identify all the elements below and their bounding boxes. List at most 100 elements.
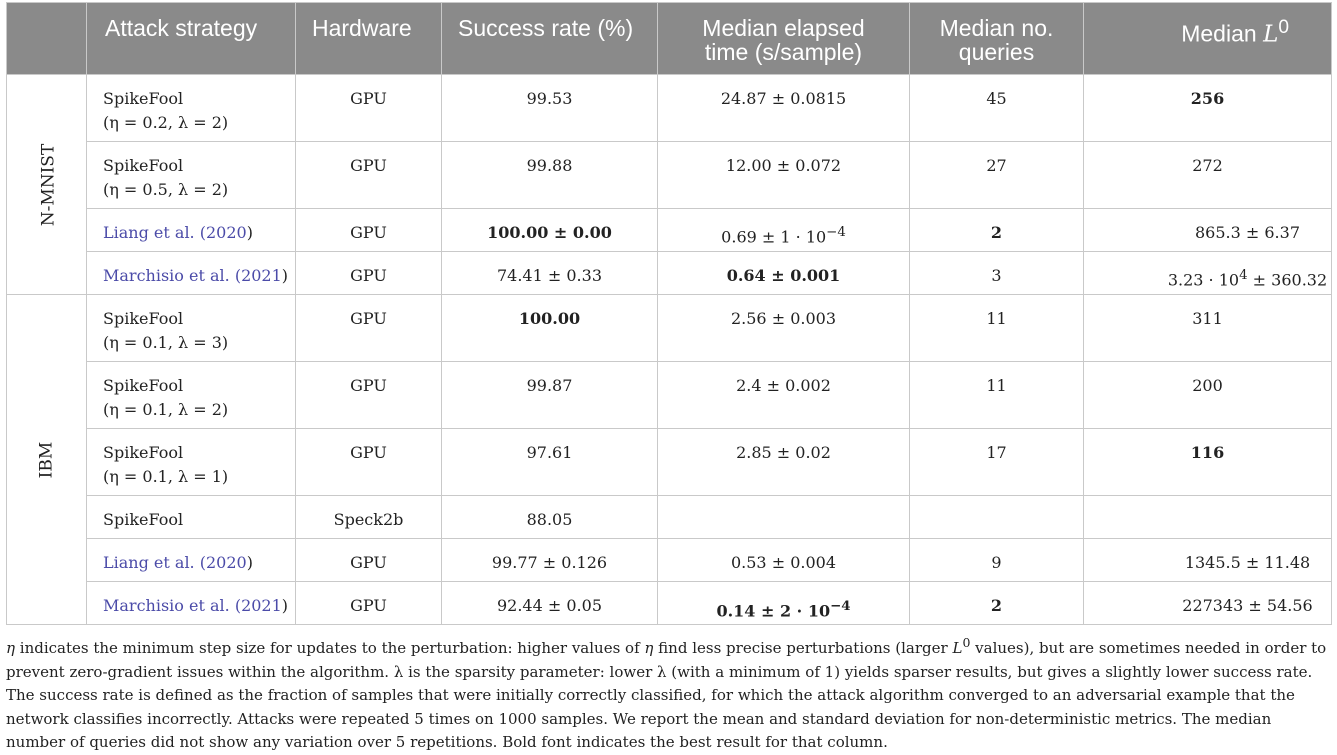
l0-cell: 256 bbox=[1083, 74, 1332, 142]
time-exp: −4 bbox=[826, 225, 846, 240]
citation-link[interactable]: Marchisio et al. (2021 bbox=[103, 266, 282, 285]
l0-base: 3.23 · 10 bbox=[1167, 270, 1240, 290]
success-cell: 88.05 bbox=[441, 495, 658, 539]
strategy-name: SpikeFool bbox=[103, 89, 184, 108]
strategy-cell: SpikeFool bbox=[86, 495, 296, 539]
citation-link[interactable]: Liang et al. (2020 bbox=[103, 223, 247, 242]
hardware-cell: GPU bbox=[295, 538, 442, 582]
time-exp: −4 bbox=[830, 598, 851, 614]
table-row: Liang et al. (2020) GPU 99.77 ± 0.126 0.… bbox=[7, 538, 1332, 582]
strategy-cell: SpikeFool (η = 0.1, λ = 2) bbox=[86, 361, 296, 429]
queries-cell: 9 bbox=[909, 538, 1084, 582]
success-cell: 99.53 bbox=[441, 74, 658, 142]
l0-cell: 311 bbox=[1083, 294, 1332, 362]
header-l0-symbol: L bbox=[1263, 21, 1279, 48]
strategy-cell: Marchisio et al. (2021) bbox=[86, 251, 296, 295]
time-cell: 2.85 ± 0.02 bbox=[657, 428, 910, 496]
citation-link[interactable]: Liang et al. (2020 bbox=[103, 553, 247, 572]
strategy-params: (η = 0.5, λ = 2) bbox=[103, 180, 229, 199]
time-cell: 2.56 ± 0.003 bbox=[657, 294, 910, 362]
caption-l0-sup: 0 bbox=[962, 635, 971, 650]
queries-cell: 3 bbox=[909, 251, 1084, 295]
queries-cell: 17 bbox=[909, 428, 1084, 496]
success-cell: 100.00 bbox=[441, 294, 658, 362]
hardware-cell: GPU bbox=[295, 74, 442, 142]
citation-author: Marchisio et al. ( bbox=[103, 596, 242, 615]
time-cell: 0.69 ± 1 · 10−4 bbox=[657, 208, 910, 252]
queries-cell: 2 bbox=[909, 581, 1084, 625]
time-base: 0.69 ± 1 · 10 bbox=[721, 227, 827, 247]
table-row: N-MNIST SpikeFool (η = 0.2, λ = 2) GPU 99… bbox=[6, 74, 1332, 295]
strategy-cell: SpikeFool (η = 0.1, λ = 1) bbox=[86, 428, 296, 496]
caption-text: find less precise perturbations (larger bbox=[653, 639, 953, 657]
strategy-params: (η = 0.1, λ = 2) bbox=[103, 400, 229, 419]
strategy-cell: SpikeFool (η = 0.5, λ = 2) bbox=[86, 141, 296, 209]
caption-eta: η bbox=[6, 639, 15, 657]
strategy-name: SpikeFool bbox=[103, 376, 184, 395]
header-attack-strategy: Attack strategy bbox=[86, 2, 296, 75]
l0-exp: 4 bbox=[1239, 268, 1248, 283]
caption-text: values), but are sometimes needed in ord… bbox=[6, 639, 1327, 751]
citation-close: ) bbox=[281, 266, 289, 285]
citation-link[interactable]: Marchisio et al. (2021 bbox=[103, 596, 282, 615]
l0-cell: 227343 ± 54.56 bbox=[1083, 581, 1332, 625]
hardware-cell: GPU bbox=[295, 581, 442, 625]
table-row: SpikeFool Speck2b 88.05 bbox=[7, 495, 1332, 539]
l0-cell: 3.23 · 104 ± 360.32 bbox=[1083, 251, 1332, 295]
l0-cell: 116 bbox=[1083, 428, 1332, 496]
strategy-cell: Marchisio et al. (2021) bbox=[86, 581, 296, 625]
queries-cell bbox=[909, 495, 1084, 539]
header-l0-prefix: Median bbox=[1181, 20, 1264, 47]
table-row: SpikeFool (η = 0.1, λ = 1) GPU 97.61 2.85… bbox=[7, 428, 1332, 496]
header-l0-sup: 0 bbox=[1278, 17, 1289, 38]
header-row: Attack strategy Hardware Success rate (%… bbox=[6, 2, 1332, 75]
caption-text: indicates the minimum step size for upda… bbox=[15, 639, 645, 657]
l0-cell: 1345.5 ± 11.48 bbox=[1083, 538, 1332, 582]
header-hardware: Hardware bbox=[295, 2, 442, 75]
header-queries: Median no. queries bbox=[909, 2, 1084, 75]
success-cell: 100.00 ± 0.00 bbox=[441, 208, 658, 252]
table-row: Marchisio et al. (2021) GPU 92.44 ± 0.05… bbox=[7, 581, 1332, 625]
citation-year: 2020 bbox=[205, 223, 247, 242]
strategy-name: SpikeFool bbox=[103, 443, 184, 462]
hardware-cell: GPU bbox=[295, 141, 442, 209]
hardware-cell: GPU bbox=[295, 251, 442, 295]
header-median-l0: Median L0 bbox=[1083, 2, 1332, 75]
citation-close: ) bbox=[246, 223, 253, 242]
hardware-cell: Speck2b bbox=[295, 495, 442, 539]
caption-l0-symbol: L bbox=[952, 639, 963, 657]
citation-year: 2021 bbox=[241, 596, 282, 615]
time-base: 0.14 ± 2 · 10 bbox=[716, 601, 831, 621]
header-success-rate: Success rate (%) bbox=[441, 2, 658, 75]
group-label-nmnist: N-MNIST bbox=[6, 74, 87, 295]
header-queries-line1: Median no. bbox=[939, 15, 1054, 41]
citation-author: Liang et al. ( bbox=[103, 553, 206, 572]
group-label-text: N-MNIST bbox=[38, 143, 59, 226]
results-table: Attack strategy Hardware Success rate (%… bbox=[6, 2, 1332, 625]
l0-tail: ± 360.32 bbox=[1247, 270, 1328, 290]
time-cell: 2.4 ± 0.002 bbox=[657, 361, 910, 429]
table-row: Marchisio et al. (2021) GPU 74.41 ± 0.33… bbox=[7, 251, 1332, 295]
time-cell: 0.14 ± 2 · 10−4 bbox=[657, 581, 910, 625]
table-row: Liang et al. (2020) GPU 100.00 ± 0.00 0.… bbox=[7, 208, 1332, 252]
citation-author: Liang et al. ( bbox=[103, 223, 206, 242]
header-elapsed-line1: Median elapsed bbox=[702, 15, 865, 41]
strategy-cell: SpikeFool (η = 0.2, λ = 2) bbox=[86, 74, 296, 142]
strategy-name: SpikeFool bbox=[103, 510, 184, 529]
header-elapsed-time: Median elapsed time (s/sample) bbox=[657, 2, 910, 75]
strategy-cell: SpikeFool (η = 0.1, λ = 3) bbox=[86, 294, 296, 362]
table-row: SpikeFool (η = 0.1, λ = 2) GPU 99.87 2.4 … bbox=[7, 361, 1332, 429]
strategy-params: (η = 0.2, λ = 2) bbox=[103, 113, 229, 132]
queries-cell: 2 bbox=[909, 208, 1084, 252]
l0-cell: 865.3 ± 6.37 bbox=[1083, 208, 1332, 252]
hardware-cell: GPU bbox=[295, 361, 442, 429]
table-row: IBM SpikeFool (η = 0.1, λ = 3) GPU 100.00… bbox=[6, 294, 1332, 625]
queries-cell: 11 bbox=[909, 294, 1084, 362]
table-row: SpikeFool (η = 0.5, λ = 2) GPU 99.88 12.0… bbox=[7, 141, 1332, 209]
time-cell: 12.00 ± 0.072 bbox=[657, 141, 910, 209]
l0-cell: 272 bbox=[1083, 141, 1332, 209]
strategy-name: SpikeFool bbox=[103, 309, 184, 328]
success-cell: 92.44 ± 0.05 bbox=[441, 581, 658, 625]
success-cell: 99.77 ± 0.126 bbox=[441, 538, 658, 582]
header-queries-line2: queries bbox=[958, 39, 1035, 65]
